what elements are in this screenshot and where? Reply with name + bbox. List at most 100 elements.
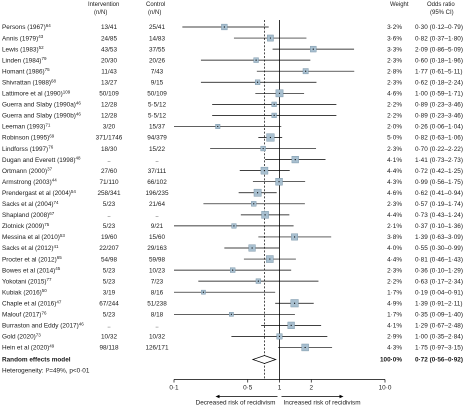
- study-reference: 46: [79, 321, 85, 326]
- estimate-point: [269, 37, 272, 39]
- study-weight: 2·2%: [387, 113, 402, 120]
- estimate-point: [262, 147, 264, 150]
- intervention-count: 27/60: [101, 168, 117, 175]
- control-count: ..: [155, 212, 159, 219]
- x-tick-label: 0·5: [243, 385, 253, 392]
- study-row: Kubiak (2016)50 3/19 8/16 1·7% 0·19 (0·04–0·…: [2, 288, 463, 296]
- x-tick-label: 2: [309, 385, 313, 392]
- study-weight: 3·3%: [387, 46, 402, 53]
- study-label: Guerra and Slaby (1990b)46: [2, 111, 81, 119]
- study-row: Dugan and Everett (1998)48.... 4·1% 1·41 (…: [2, 156, 463, 164]
- study-estimate: [278, 343, 333, 352]
- pooled-row: Random effects model 100·0% 0·72 (0·56–0·9…: [2, 357, 463, 364]
- study-label: Dugan and Everett (1998)48: [2, 156, 81, 164]
- study-odds-ratio: 0·62 (0·41–0·94): [415, 190, 463, 197]
- control-count: 10/23: [149, 267, 165, 274]
- study-rows: Persons (1967)64 13/41 25/41 3·2% 0·30 (0·12…: [2, 23, 463, 375]
- study-label: Leeman (1993)71: [2, 122, 51, 130]
- intervention-count: 54/98: [101, 256, 117, 263]
- intervention-count: ..: [107, 323, 111, 330]
- study-odds-ratio: 2·09 (0·86–5·09): [415, 46, 463, 53]
- study-row: Armstrong (2003)44 71/110 66/102 4·3% 0·99 (…: [2, 178, 463, 186]
- control-count: 8/18: [151, 312, 164, 319]
- control-count: 14/83: [149, 35, 165, 42]
- study-row: Persons (1967)64 13/41 25/41 3·2% 0·30 (0·12…: [2, 23, 463, 31]
- study-row: Procter et al (2012)65 54/98 59/98 4·4% 0·81…: [2, 255, 463, 263]
- study-row: Burraston and Eddy (2017)46.... 4·1% 1·29 …: [2, 321, 463, 329]
- study-reference: 49: [49, 343, 55, 348]
- study-reference: 74: [54, 200, 60, 205]
- control-count: 25/41: [149, 24, 165, 31]
- study-estimate: [239, 166, 290, 175]
- study-label: Lattimore et al (1990)109: [2, 89, 71, 97]
- intervention-count: 258/341: [97, 190, 121, 197]
- study-label: Annis (1979)43: [2, 34, 44, 42]
- intervention-count: 371/1746: [96, 135, 123, 142]
- estimate-point: [251, 247, 253, 249]
- study-row: Shivrattan (1988)68 13/27 9/15 2·3% 0·62 (0·…: [2, 78, 463, 86]
- control-count: 5·5/12: [148, 102, 167, 109]
- study-weight: 4·3%: [387, 345, 402, 352]
- study-label: Chaple et al (2016)47: [2, 299, 62, 307]
- study-estimate: [212, 101, 337, 107]
- study-label: Lindforss (1997)76: [2, 145, 54, 153]
- study-row: Homant (1986)75 11/43 7/43 2·8% 1·77 (0·61–5…: [2, 67, 462, 75]
- study-odds-ratio: 0·60 (0·18–1·96): [415, 57, 463, 64]
- control-count: 196/235: [145, 190, 169, 197]
- study-label: Burraston and Eddy (2017)46: [2, 321, 84, 329]
- study-estimate: [258, 233, 332, 241]
- intervention-count: 22/207: [99, 245, 119, 252]
- study-row: Messina et al (2010)53 19/60 15/60 3·8% 1·39…: [2, 233, 463, 241]
- estimate-point: [255, 59, 257, 61]
- study-reference: 45: [55, 266, 61, 271]
- estimate-point: [202, 291, 205, 293]
- intervention-count: 12/28: [101, 102, 117, 109]
- decreased-arrow-head: [215, 394, 220, 399]
- estimate-point: [312, 48, 314, 50]
- estimate-point: [256, 81, 259, 83]
- pooled-weight: 100·0%: [380, 357, 402, 364]
- estimate-point: [305, 70, 307, 72]
- estimate-point: [278, 181, 280, 183]
- intervention-count: 5/23: [103, 278, 116, 285]
- study-reference: 53: [60, 233, 66, 238]
- study-reference: 109: [63, 89, 71, 94]
- study-label: Armstrong (2003)44: [2, 178, 57, 186]
- study-row: Guerra and Slaby (1990b)46 12/28 5·5/12 2·2…: [2, 111, 463, 119]
- study-reference: 75: [44, 222, 50, 227]
- study-estimate: [252, 178, 306, 186]
- study-row: Zlotnick (2009)75 5/23 9/21 2·1% 0·37 (0·10–…: [2, 222, 463, 230]
- study-reference: 41: [54, 244, 60, 249]
- intervention-count: 24/85: [101, 35, 117, 42]
- control-count: 10/32: [149, 334, 165, 341]
- intervention-count: 71/110: [99, 179, 119, 186]
- study-estimate: [258, 133, 283, 142]
- study-weight: 4·4%: [387, 212, 402, 219]
- intervention-count: ..: [107, 157, 111, 164]
- study-reference: 79: [41, 56, 47, 61]
- x-tick-label: 10·0: [379, 385, 392, 392]
- study-estimate: [275, 299, 314, 308]
- study-label: Yokotani (2015)77: [2, 277, 52, 285]
- intervention-count: 50/109: [99, 91, 119, 98]
- header-intervention-unit: (n/N): [94, 10, 107, 16]
- study-reference: 47: [56, 299, 62, 304]
- intervention-count: 5/23: [103, 267, 116, 274]
- study-estimate: [200, 57, 311, 63]
- study-odds-ratio: 0·26 (0·06–1·04): [415, 124, 463, 131]
- decreased-risk-label: Decreased risk of recidivism: [196, 400, 276, 407]
- intervention-count: 5/23: [103, 312, 116, 319]
- study-label: Bowes et al (2014)45: [2, 266, 61, 274]
- intervention-count: 11/43: [101, 68, 117, 75]
- study-label: Ortmann (2000)37: [2, 167, 53, 175]
- study-row: Lindforss (1997)76 18/30 15/22 2·3% 0·70 (0·…: [2, 145, 463, 153]
- study-label: Homant (1986)75: [2, 67, 50, 75]
- intervention-count: 3/19: [103, 289, 116, 296]
- study-estimate: [198, 278, 319, 284]
- estimate-point: [269, 258, 271, 260]
- intervention-count: 18/30: [101, 146, 117, 153]
- control-count: 9/21: [151, 223, 164, 230]
- estimate-point: [263, 170, 266, 172]
- study-reference: 64: [46, 23, 52, 28]
- study-row: Gold (2020)73 10/32 10/32 2·9% 1·00 (0·35–2·…: [2, 332, 463, 340]
